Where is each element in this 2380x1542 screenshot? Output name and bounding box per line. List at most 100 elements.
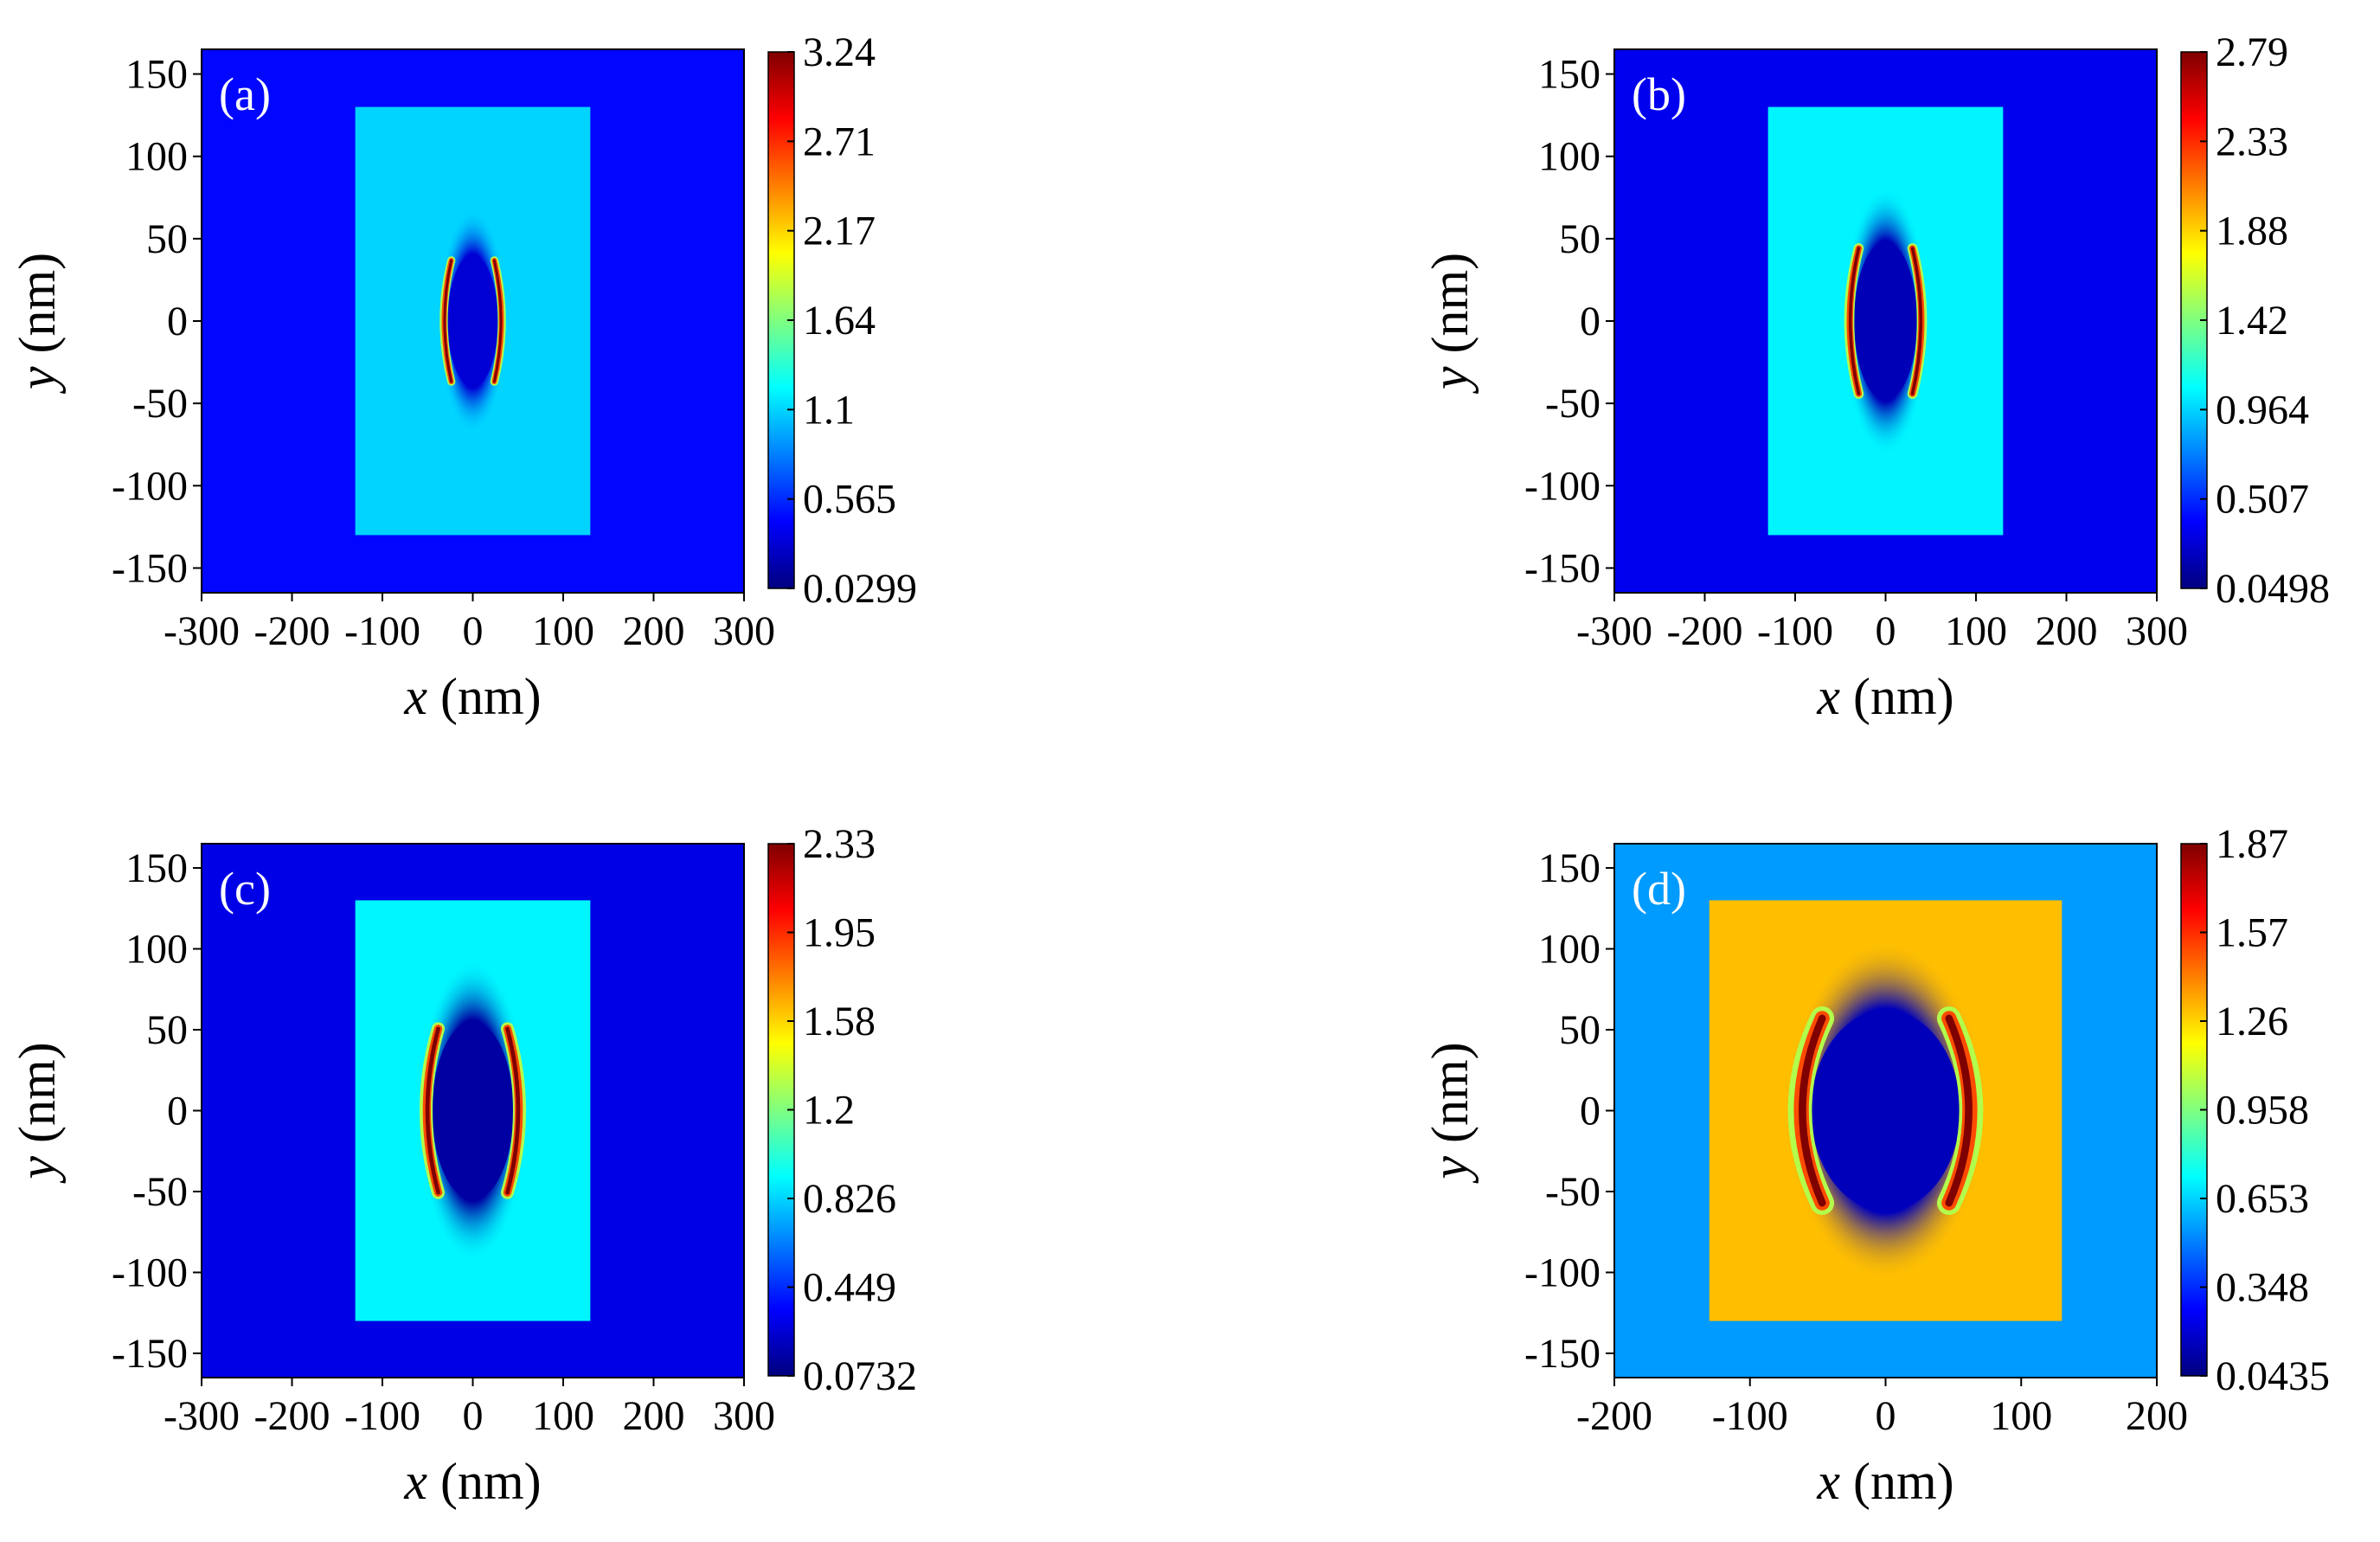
colorbar-tick-label: 1.26	[2216, 999, 2288, 1044]
y-tick-label: 0	[167, 299, 188, 344]
colorbar-tick-label: 0.826	[803, 1176, 896, 1222]
colorbar-tick-label: 0.653	[2216, 1176, 2309, 1222]
hotspot-right-2	[492, 259, 503, 383]
heatmap-area	[202, 844, 744, 1378]
heatmap-area	[1614, 49, 2157, 593]
hole	[447, 254, 498, 388]
y-tick-label: 50	[1559, 1007, 1601, 1053]
y-axis-label: y (nm)	[9, 253, 66, 395]
x-tick-label: 300	[713, 608, 775, 654]
colorbar-tick-label: 1.87	[2216, 821, 2288, 867]
hotspot-right-2	[505, 1026, 521, 1195]
colorbar-tick-label: 1.42	[2216, 298, 2288, 344]
colorbar-tick-label: 0.958	[2216, 1088, 2309, 1134]
x-tick-label: 100	[532, 1393, 594, 1439]
panel-label: (d)	[1632, 863, 1686, 915]
x-tick-label: 200	[623, 608, 685, 654]
hole	[1811, 1010, 1960, 1211]
hotspot-left-2	[425, 1026, 440, 1195]
colorbar-tick-label: 3.24	[803, 29, 876, 75]
y-tick-label: 0	[167, 1089, 188, 1134]
panel-label: (b)	[1632, 68, 1686, 120]
y-tick-label: 150	[1538, 845, 1601, 891]
x-tick-label: -300	[164, 1393, 240, 1439]
y-tick-label: -150	[1524, 545, 1601, 591]
y-tick-label: -150	[112, 1331, 188, 1377]
hotspot-left-2	[443, 259, 453, 383]
x-tick-label: 100	[532, 608, 594, 654]
y-axis-label: y (nm)	[1421, 1042, 1479, 1184]
x-tick-label: 300	[2126, 608, 2188, 654]
y-tick-label: -100	[112, 463, 188, 509]
colorbar-tick-label: 0.964	[2216, 387, 2309, 433]
panel-c: (c) -300 -200 -100 0 100 200 300 150 100 50 0 -50 -10…	[9, 821, 917, 1510]
y-tick-label: -100	[112, 1250, 188, 1295]
x-tick-label: -200	[1576, 1393, 1652, 1439]
y-tick-label: -50	[132, 381, 188, 427]
colorbar-tick-label: 0.449	[803, 1265, 896, 1311]
hotspot-right-2	[1945, 1014, 1973, 1207]
x-tick-label: 100	[1990, 1393, 2052, 1439]
colorbar-tick-label: 0.348	[2216, 1265, 2309, 1311]
y-tick-label: -50	[132, 1169, 188, 1215]
panel-a: (a) -300 -200 -100 0 100 200 300 150 100 50 0 -50 -10…	[9, 29, 917, 725]
x-tick-label: 200	[2126, 1393, 2188, 1439]
x-tick-label: 200	[2036, 608, 2098, 654]
colorbar-tick-label: 0.0732	[803, 1353, 917, 1399]
hole	[432, 1021, 514, 1200]
y-tick-label: 100	[125, 134, 188, 180]
heatmap-area	[202, 49, 744, 593]
y-tick-label: -50	[1545, 1169, 1601, 1215]
y-tick-label: 50	[146, 1007, 188, 1053]
colorbar-tick-label: 0.0498	[2216, 566, 2330, 612]
hotspot-right-2	[1910, 247, 1923, 395]
y-tick-label: 150	[125, 52, 188, 98]
x-tick-label: -300	[164, 608, 240, 654]
colorbar-tick-label: 2.79	[2216, 29, 2288, 75]
colorbar-tick-label: 1.2	[803, 1088, 855, 1134]
colorbar-tick-label: 1.95	[803, 910, 876, 956]
x-tick-label: -100	[344, 1393, 420, 1439]
y-tick-label: -100	[1524, 1250, 1601, 1295]
colorbar-tick-label: 1.88	[2216, 209, 2288, 254]
x-tick-label: 0	[1876, 608, 1896, 654]
y-tick-label: 100	[1538, 927, 1601, 973]
panel-label: (a)	[219, 68, 271, 120]
x-tick-label: 300	[713, 1393, 775, 1439]
y-tick-label: 0	[1580, 1089, 1601, 1134]
colorbar-tick-label: 0.565	[803, 477, 896, 523]
colorbar-tick-label: 1.64	[803, 298, 876, 344]
y-tick-label: -150	[112, 545, 188, 591]
x-tick-label: 200	[623, 1393, 685, 1439]
x-tick-label: -200	[254, 608, 330, 654]
y-tick-label: 50	[146, 216, 188, 262]
x-tick-label: 100	[1945, 608, 2007, 654]
y-tick-label: -150	[1524, 1331, 1601, 1377]
colorbar-tick-label: 0.0435	[2216, 1353, 2330, 1399]
hotspot-left-2	[1799, 1014, 1826, 1207]
colorbar-tick-label: 2.71	[803, 119, 876, 164]
x-tick-label: -200	[1667, 608, 1743, 654]
x-tick-label: -100	[344, 608, 420, 654]
x-axis-label: x (nm)	[1816, 668, 1953, 725]
x-tick-label: -100	[1712, 1393, 1788, 1439]
y-tick-label: 100	[1538, 134, 1601, 180]
y-tick-label: -50	[1545, 381, 1601, 427]
x-tick-label: 0	[1876, 1393, 1896, 1439]
x-axis-label: x (nm)	[1816, 1453, 1953, 1510]
x-axis-label: x (nm)	[403, 668, 541, 725]
y-tick-label: 50	[1559, 216, 1601, 262]
x-tick-label: 0	[463, 1393, 484, 1439]
x-tick-label: -100	[1757, 608, 1833, 654]
x-tick-label: -200	[254, 1393, 330, 1439]
y-tick-label: 0	[1580, 299, 1601, 344]
colorbar-tick-label: 1.1	[803, 387, 855, 433]
y-axis-label: y (nm)	[9, 1042, 66, 1184]
x-tick-label: -300	[1576, 608, 1652, 654]
panel-d: (d) -200 -100 0 100 200 150 100 50 0 -50 -100 -150 x …	[1421, 821, 2330, 1510]
colorbar-tick-label: 2.17	[803, 209, 876, 254]
heatmap-area	[1614, 844, 2157, 1378]
hotspot-left-2	[1848, 247, 1861, 395]
panel-b: (b) -300 -200 -100 0 100 200 300 150 100 50 0 -50 -10…	[1421, 29, 2330, 725]
